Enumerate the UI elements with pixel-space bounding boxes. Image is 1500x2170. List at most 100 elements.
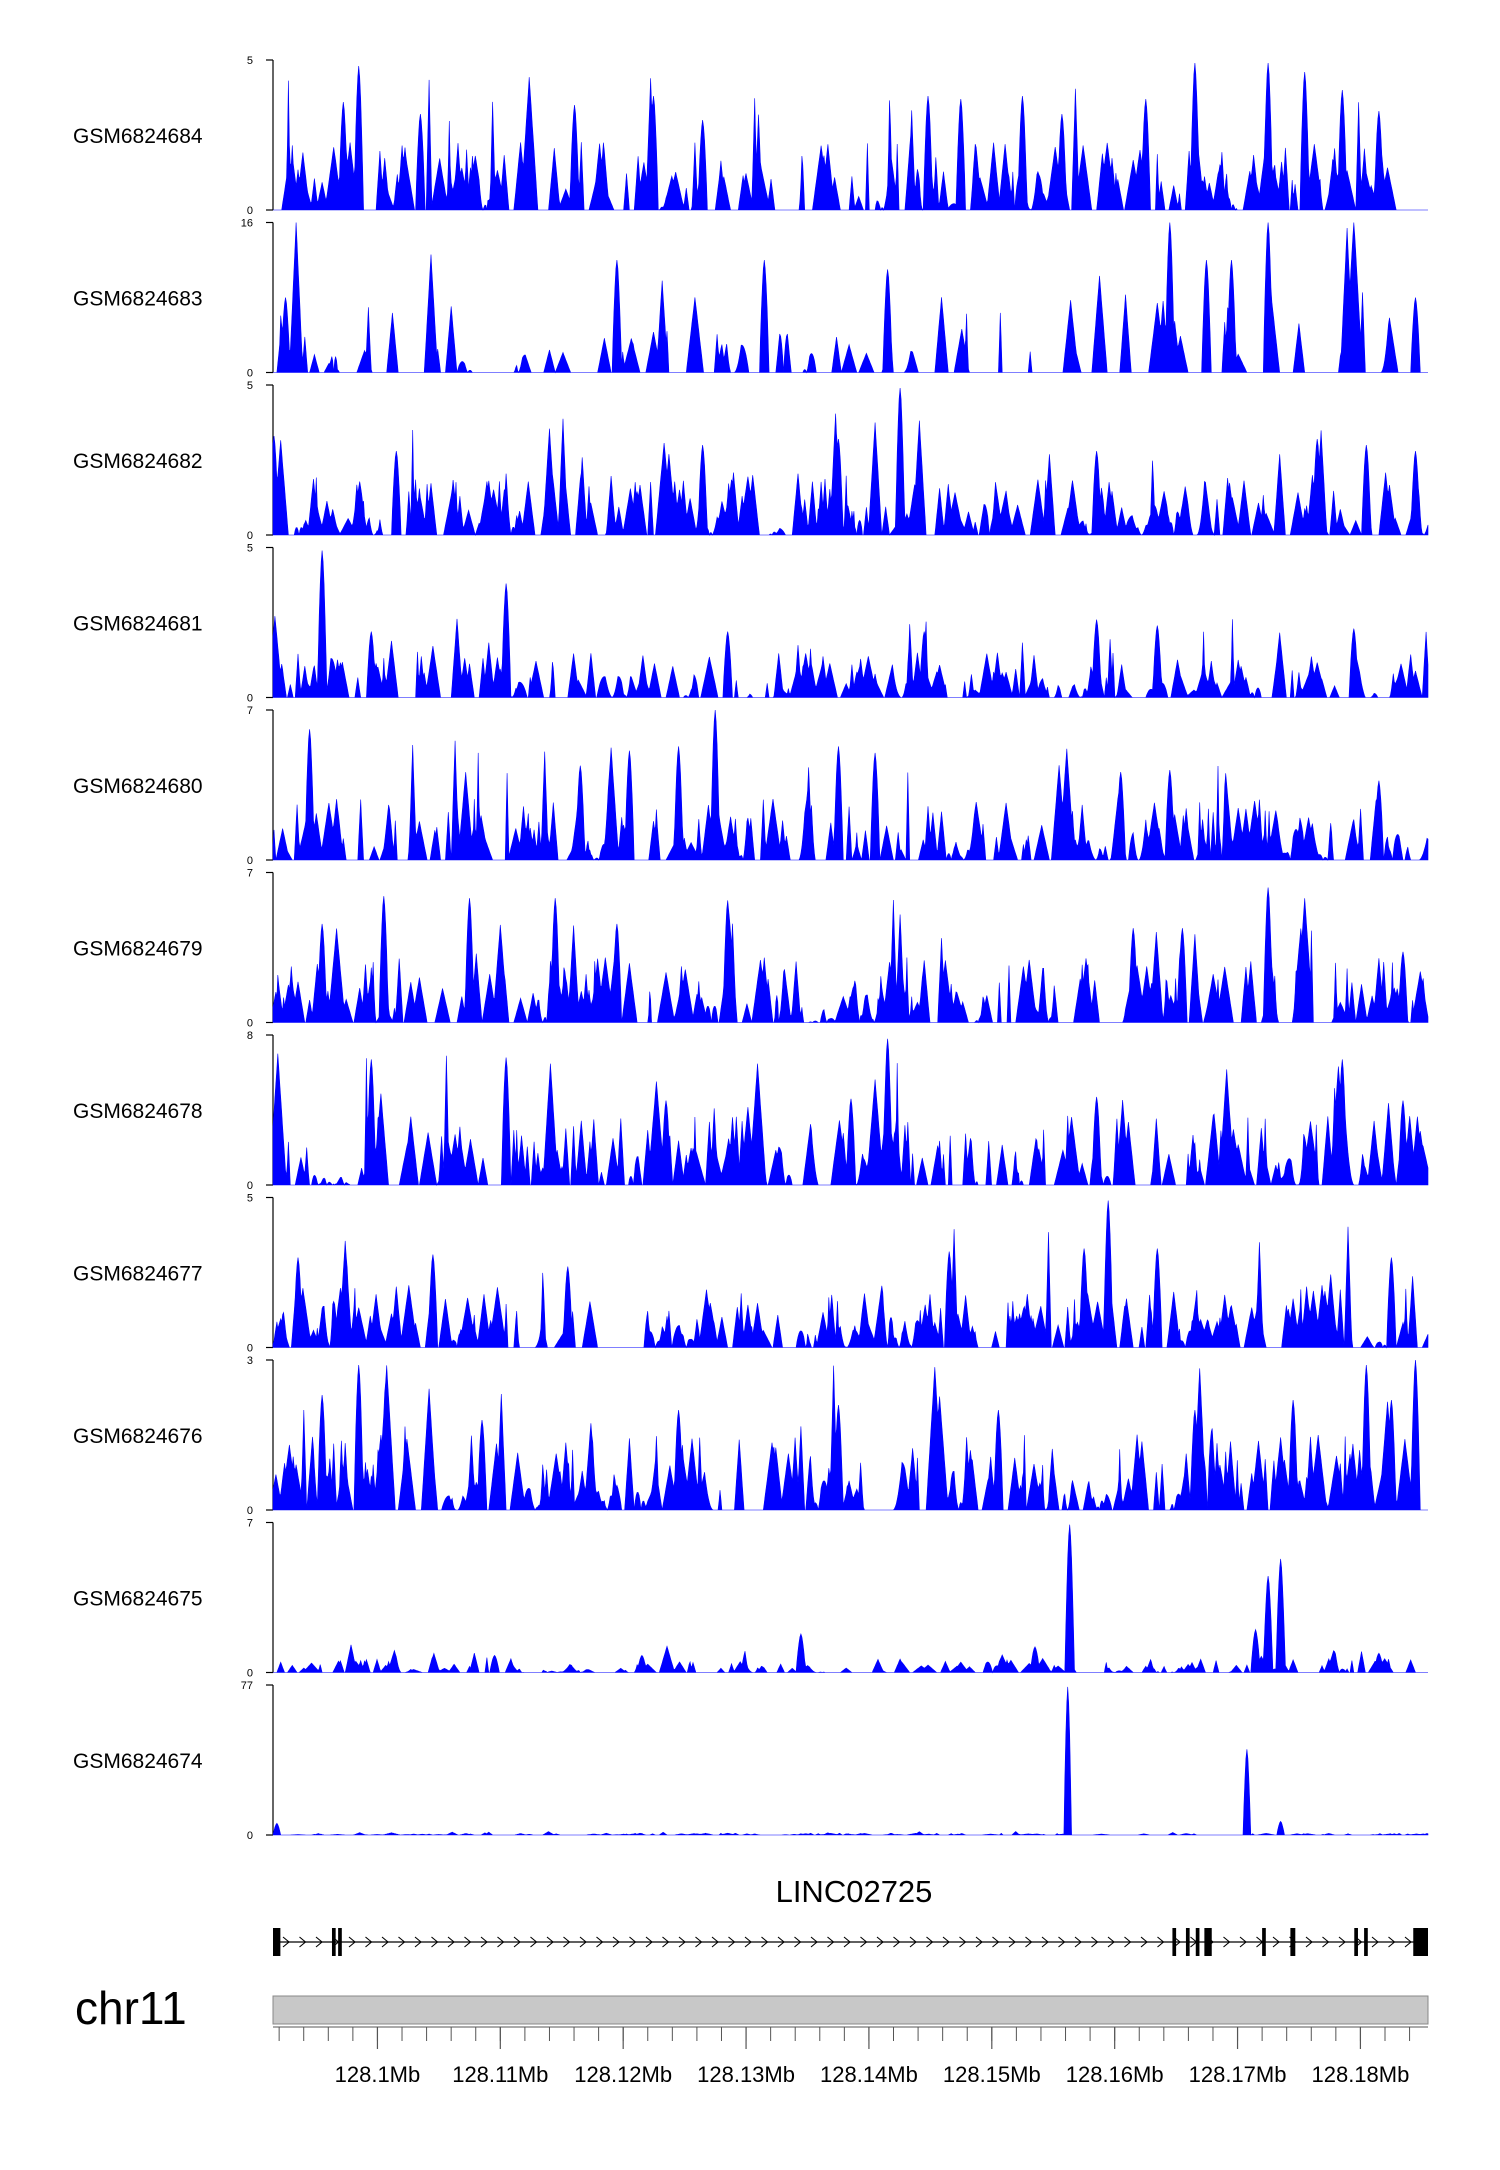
track-label: GSM6824682: [73, 450, 203, 473]
signal-tracks: GSM682468450GSM6824683160GSM682468250GSM…: [73, 55, 1429, 1842]
strand-arrow: [876, 1936, 884, 1948]
y-tick-label-max: 7: [247, 1518, 253, 1530]
gene-exon: [1413, 1928, 1428, 1956]
gene-exon: [1185, 1928, 1190, 1956]
y-tick-label-min: 0: [247, 1018, 253, 1030]
strand-arrow: [629, 1936, 637, 1948]
strand-arrow: [1074, 1936, 1082, 1948]
y-tick-label-min: 0: [247, 1343, 253, 1355]
y-tick-label-max: 8: [247, 1030, 253, 1042]
strand-arrow: [1041, 1936, 1049, 1948]
strand-arrow: [1305, 1936, 1313, 1948]
y-tick-label-min: 0: [247, 1505, 253, 1517]
strand-arrow: [744, 1936, 752, 1948]
coverage-area: [273, 62, 1428, 211]
strand-arrow: [381, 1936, 389, 1948]
y-tick-label-min: 0: [247, 855, 253, 867]
strand-arrow: [579, 1936, 587, 1948]
strand-arrow: [645, 1936, 653, 1948]
strand-arrow: [497, 1936, 505, 1948]
track-GSM6824680: GSM6824680 7 0: [73, 705, 1429, 867]
strand-arrow: [1091, 1936, 1099, 1948]
track-label: GSM6824676: [73, 1425, 203, 1448]
strand-arrow: [909, 1936, 917, 1948]
strand-arrow: [777, 1936, 785, 1948]
strand-arrow: [794, 1936, 802, 1948]
y-tick-label-min: 0: [247, 693, 253, 705]
x-tick-label: 128.14Mb: [820, 2062, 918, 2087]
chromosome-track: chr11: [75, 1982, 1429, 2034]
y-tick-label-min: 0: [247, 368, 253, 380]
strand-arrow: [843, 1936, 851, 1948]
track-label: GSM6824684: [73, 125, 203, 148]
chromosome-bar: [272, 1995, 1429, 2025]
strand-arrow: [530, 1936, 538, 1948]
gene-exon: [1262, 1928, 1266, 1956]
strand-arrow: [1107, 1936, 1115, 1948]
strand-arrow: [464, 1936, 472, 1948]
strand-arrow: [942, 1936, 950, 1948]
track-GSM6824682: GSM6824682 5 0: [73, 380, 1429, 542]
strand-arrow: [662, 1936, 670, 1948]
track-GSM6824681: GSM6824681 5 0: [73, 543, 1429, 705]
strand-arrow: [431, 1936, 439, 1948]
strand-arrow: [1322, 1936, 1330, 1948]
strand-arrow: [761, 1936, 769, 1948]
coverage-area: [272, 1038, 1429, 1186]
track-GSM6824684: GSM6824684 5 0: [73, 55, 1428, 217]
strand-arrow: [398, 1936, 406, 1948]
track-label: GSM6824675: [73, 1588, 203, 1611]
x-tick-label: 128.12Mb: [574, 2062, 672, 2087]
strand-arrow: [728, 1936, 736, 1948]
coverage-area: [273, 1524, 1428, 1674]
gene-exon: [1204, 1928, 1212, 1956]
coverage-area: [272, 1200, 1429, 1349]
strand-arrow: [810, 1936, 818, 1948]
track-label: GSM6824681: [73, 613, 203, 636]
strand-arrow: [480, 1936, 488, 1948]
coverage-area: [272, 1359, 1428, 1511]
y-tick-label-min: 0: [247, 1668, 253, 1680]
strand-arrow: [1338, 1936, 1346, 1948]
strand-arrow: [1272, 1936, 1280, 1948]
y-tick-label-min: 0: [247, 1180, 253, 1192]
strand-arrow: [1239, 1936, 1247, 1948]
track-GSM6824683: GSM6824683 16 0: [73, 218, 1428, 380]
gene-track: LINC02725: [273, 1874, 1428, 1956]
strand-arrow: [513, 1936, 521, 1948]
y-tick-label-max: 5: [247, 380, 253, 392]
y-tick-label-max: 16: [241, 218, 253, 230]
x-tick-label: 128.18Mb: [1311, 2062, 1409, 2087]
gene-exon: [1195, 1928, 1200, 1956]
y-tick-label-max: 3: [247, 1355, 253, 1367]
strand-arrow: [1223, 1936, 1231, 1948]
strand-arrow: [1371, 1936, 1379, 1948]
track-label: GSM6824677: [73, 1263, 203, 1286]
strand-arrow: [365, 1936, 373, 1948]
strand-arrow: [992, 1936, 1000, 1948]
y-tick-label-min: 0: [247, 530, 253, 542]
strand-arrow: [711, 1936, 719, 1948]
strand-arrow: [546, 1936, 554, 1948]
strand-arrow: [1404, 1936, 1412, 1948]
gene-exon: [1172, 1928, 1177, 1956]
coverage-area: [272, 1686, 1429, 1836]
gene-exon: [1290, 1928, 1296, 1956]
strand-arrow: [1025, 1936, 1033, 1948]
track-GSM6824678: GSM6824678 8 0: [73, 1030, 1429, 1192]
gene-label: LINC02725: [776, 1874, 933, 1909]
strand-arrow: [926, 1936, 934, 1948]
y-tick-label-min: 0: [247, 1830, 253, 1842]
y-tick-label-max: 5: [247, 55, 253, 67]
gene-exon: [1364, 1928, 1368, 1956]
strand-arrow: [447, 1936, 455, 1948]
y-tick-label-max: 5: [247, 543, 253, 555]
strand-arrow: [860, 1936, 868, 1948]
x-tick-label: 128.16Mb: [1066, 2062, 1164, 2087]
coverage-area: [273, 222, 1428, 374]
x-tick-label: 128.17Mb: [1189, 2062, 1287, 2087]
x-tick-label: 128.11Mb: [452, 2062, 548, 2087]
track-label: GSM6824679: [73, 938, 203, 961]
strand-arrow: [678, 1936, 686, 1948]
